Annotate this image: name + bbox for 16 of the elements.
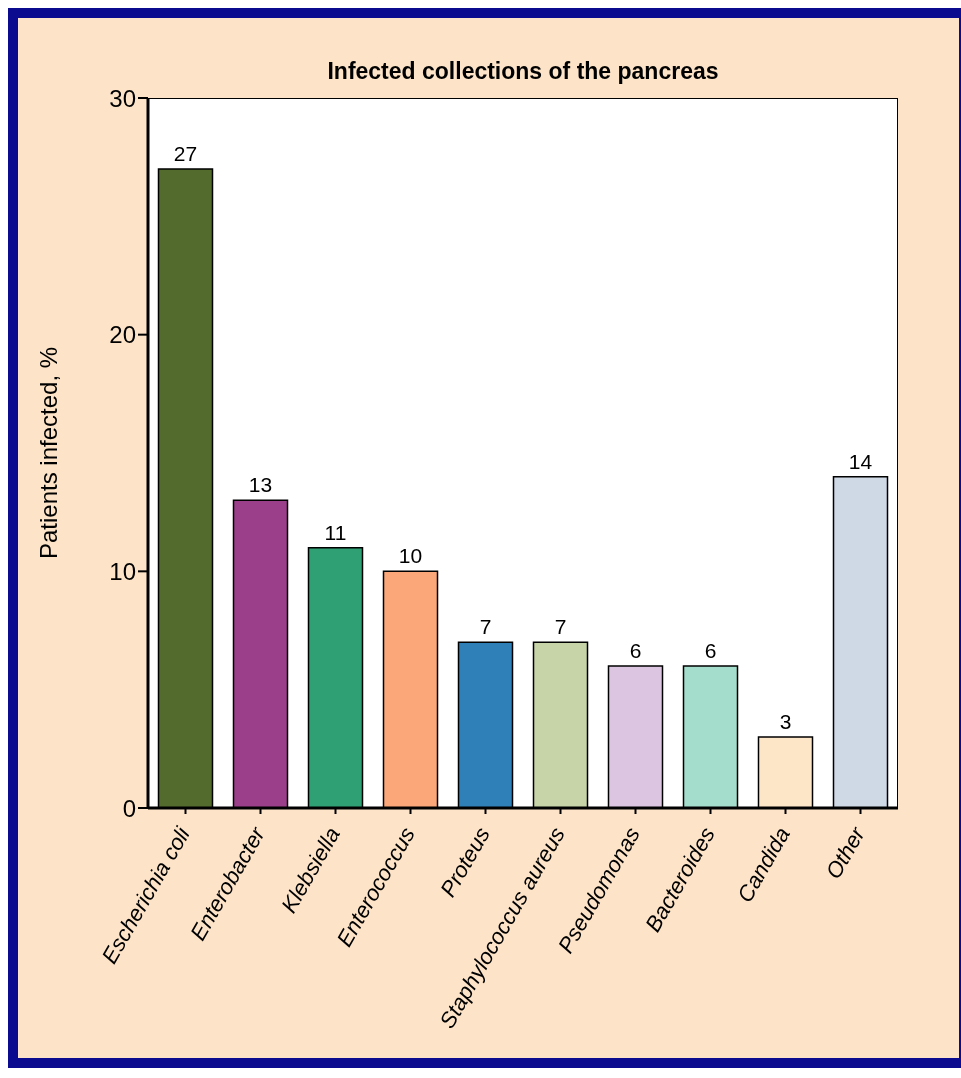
y-tick-label: 0 <box>122 794 136 822</box>
data-label: 14 <box>848 449 873 473</box>
data-label: 6 <box>704 639 717 662</box>
data-label: 27 <box>173 142 198 165</box>
chart-title: Infected collections of the pancreas <box>326 58 720 85</box>
data-label: 11 <box>324 520 347 544</box>
y-tick-label: 30 <box>109 84 136 112</box>
data-label: 6 <box>629 639 642 662</box>
y-tick-label: 20 <box>109 321 136 349</box>
data-label: 10 <box>398 544 423 568</box>
y-tick-label: 10 <box>109 557 136 585</box>
data-label: 7 <box>554 615 567 639</box>
data-label: 7 <box>479 615 492 639</box>
y-axis-title: Patients infected, % <box>34 346 62 560</box>
data-label: 13 <box>248 473 273 497</box>
data-label: 3 <box>779 710 792 733</box>
